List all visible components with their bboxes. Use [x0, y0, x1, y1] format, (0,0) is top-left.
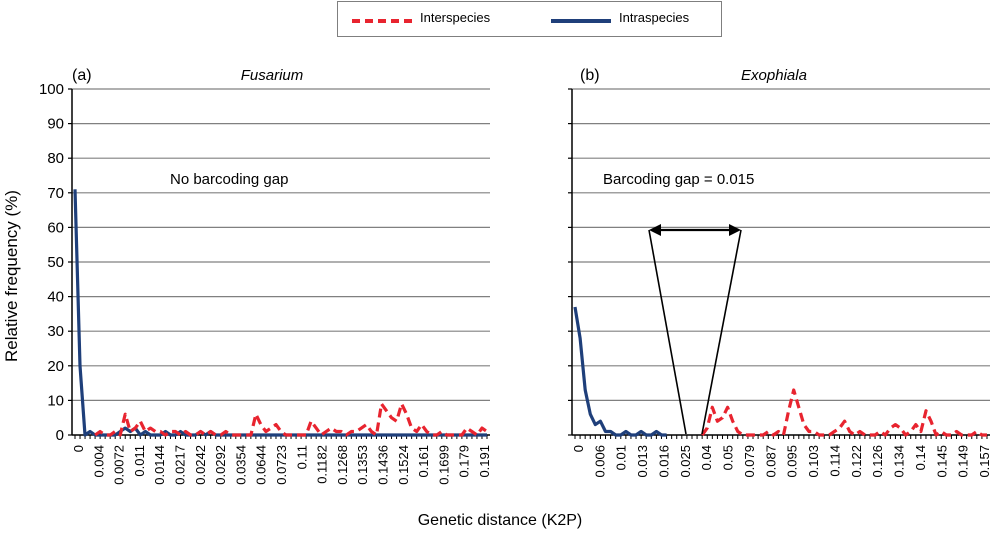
panel-title: Fusarium: [241, 67, 304, 84]
legend: Interspecies Intraspecies: [337, 1, 722, 37]
y-tick-label: 40: [47, 289, 64, 306]
x-tick-label: 0.14: [913, 445, 928, 470]
x-tick-label: 0.103: [806, 445, 821, 478]
x-tick-label: 0.122: [849, 445, 864, 478]
x-tick-label: 0.1353: [355, 445, 370, 485]
legend-label-intraspecies: Intraspecies: [619, 10, 690, 25]
x-tick-label: 0.1436: [376, 445, 391, 485]
y-tick-label: 0: [56, 427, 64, 444]
x-tick-label: 0.0644: [254, 445, 269, 485]
gap-funnel-right: [701, 229, 742, 435]
x-tick-label: 0.079: [742, 445, 757, 478]
x-tick-label: 0.004: [91, 445, 106, 478]
series-line-interspecies: [94, 402, 488, 437]
x-tick-label: 0.179: [457, 445, 472, 478]
series-line-intraspecies: [73, 189, 487, 437]
y-tick-label: 10: [47, 392, 64, 409]
y-tick-label: 20: [47, 358, 64, 375]
x-tick-label: 0.05: [721, 445, 736, 470]
legend-label-interspecies: Interspecies: [420, 10, 491, 25]
series-line-interspecies: [700, 388, 987, 437]
x-tick-label: 0.161: [416, 445, 431, 478]
panel-title: Exophiala: [741, 67, 807, 84]
x-tick-label: 0.0217: [173, 445, 188, 485]
x-tick-label: 0.126: [870, 445, 885, 478]
x-tick-label: 0.149: [956, 445, 971, 478]
x-tick-label: 0.095: [785, 445, 800, 478]
y-tick-label: 70: [47, 185, 64, 202]
legend-swatch-interspecies: [352, 19, 412, 23]
legend-swatch-intraspecies: [551, 19, 611, 23]
x-tick-label: 0.11: [294, 445, 309, 469]
panel-label: (b): [580, 67, 600, 84]
x-tick-label: 0.0072: [112, 445, 127, 485]
x-tick-label: 0.006: [592, 445, 607, 478]
x-tick-label: 0: [571, 445, 586, 452]
x-tick-label: 0.1524: [396, 445, 411, 485]
annotation: No barcoding gap: [170, 171, 288, 188]
x-tick-label: 0.157: [977, 445, 992, 478]
gap-arrow-head-left: [649, 224, 661, 236]
gap-arrow-head-right: [729, 224, 741, 236]
x-tick-label: 0.0292: [213, 445, 228, 485]
x-tick-label: 0.1182: [315, 445, 330, 484]
y-tick-label: 60: [47, 219, 64, 236]
y-tick-label: 80: [47, 150, 64, 167]
x-tick-label: 0.1268: [335, 445, 350, 485]
x-tick-label: 0.01: [614, 445, 629, 470]
x-tick-label: 0.114: [827, 445, 842, 477]
x-tick-label: 0.134: [892, 445, 907, 478]
x-axis-label: Genetic distance (K2P): [417, 512, 583, 529]
x-tick-label: 0.016: [656, 445, 671, 478]
x-tick-label: 0.025: [678, 445, 693, 478]
x-tick-label: 0.0144: [152, 445, 167, 485]
x-tick-label: 0.0723: [274, 445, 289, 485]
x-tick-label: 0.145: [934, 445, 949, 478]
y-tick-label: 100: [39, 81, 64, 98]
y-tick-label: 90: [47, 116, 64, 133]
x-tick-label: 0.0242: [193, 445, 208, 485]
x-tick-label: 0.087: [763, 445, 778, 478]
panel-label: (a): [72, 67, 92, 84]
series-line-intraspecies: [573, 306, 667, 437]
x-tick-label: 0.011: [132, 445, 147, 477]
x-tick-label: 0.191: [477, 445, 492, 478]
y-tick-label: 50: [47, 254, 64, 271]
x-tick-label: 0.013: [635, 445, 650, 478]
x-tick-label: 0.04: [699, 445, 714, 470]
y-tick-label: 30: [47, 323, 64, 340]
gap-funnel-left: [648, 229, 687, 435]
x-tick-label: 0: [71, 445, 86, 452]
x-tick-label: 0.0354: [233, 445, 248, 485]
annotation: Barcoding gap = 0.015: [603, 171, 754, 188]
x-tick-label: 0.1699: [436, 445, 451, 485]
